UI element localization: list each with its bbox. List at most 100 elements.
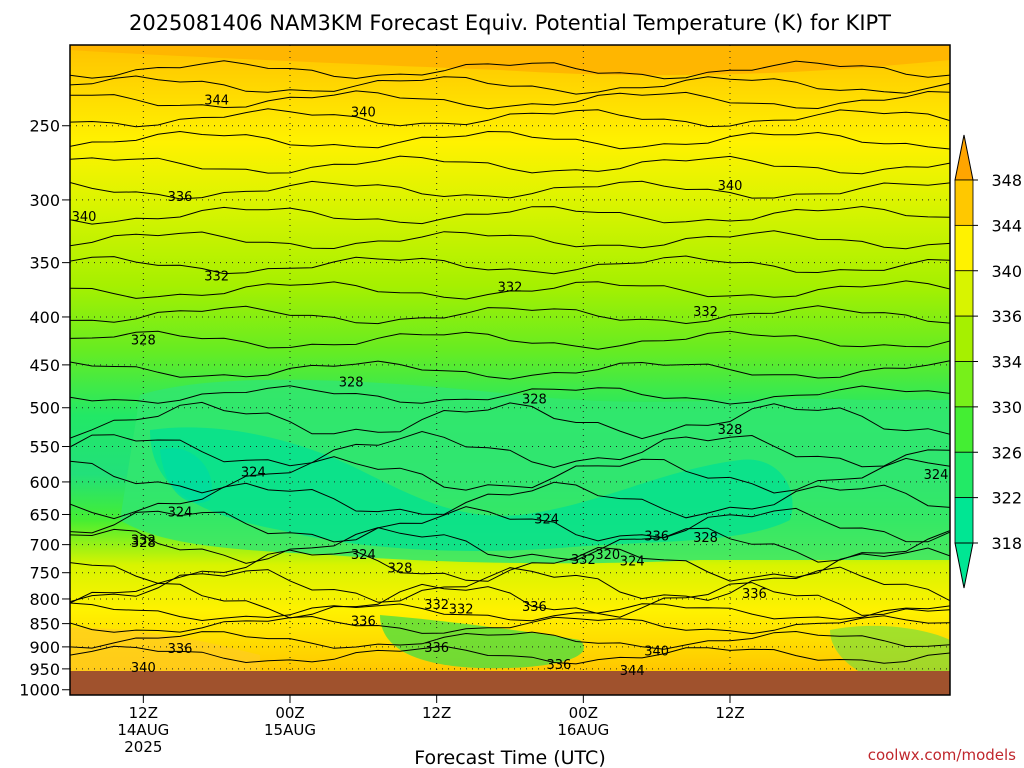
contour-label: 324	[534, 512, 559, 527]
y-tick-label: 800	[29, 590, 60, 609]
contour-line	[70, 430, 950, 469]
contour-line	[70, 527, 950, 564]
contour-line	[70, 280, 950, 300]
contour-label: 328	[522, 393, 547, 408]
contour-line	[70, 180, 950, 200]
contour-line	[70, 360, 950, 380]
contour-label: 332	[204, 269, 229, 284]
contour-line	[70, 305, 950, 325]
x-tick-label: 00Z	[275, 704, 304, 722]
y-tick-label: 850	[29, 615, 60, 634]
field-shade-region	[830, 625, 950, 672]
contour-label: 328	[388, 561, 413, 576]
field-shading	[70, 45, 950, 672]
y-tick-label: 500	[29, 399, 60, 418]
x-tick-label: 15AUG	[264, 721, 316, 739]
contour-label: 332	[693, 305, 718, 320]
colorbar-label: 340	[991, 262, 1022, 281]
field-shade-region	[380, 615, 584, 669]
contour-line	[70, 645, 950, 665]
y-tick-label: 250	[29, 117, 60, 136]
contour-line	[70, 602, 950, 622]
field-background	[70, 45, 950, 695]
y-tick-label: 900	[29, 638, 60, 657]
contour-line	[70, 401, 950, 440]
colorbar-extend-low	[954, 542, 974, 589]
contour-label: 336	[351, 615, 376, 630]
colorbar-label: 348	[991, 171, 1022, 190]
y-tick-label: 400	[29, 308, 60, 327]
plot-frame	[69, 44, 951, 696]
colorbar-label: 336	[991, 307, 1022, 326]
contour-label: 336	[168, 642, 193, 657]
y-tick-label: 350	[29, 254, 60, 273]
field-shade-region	[70, 45, 950, 76]
contour-line	[70, 630, 950, 650]
contour-label: 344	[620, 664, 645, 679]
contour-label: 344	[204, 94, 229, 109]
colorbar-segment	[954, 451, 974, 499]
contour-label: 324	[241, 465, 266, 480]
contour-label: 336	[644, 529, 669, 544]
y-tick-label: 700	[29, 536, 60, 555]
contour-label: 336	[424, 641, 449, 656]
source-credit[interactable]: coolwx.com/models	[868, 746, 1016, 764]
colorbar-segment	[954, 315, 974, 362]
colorbar: 348 344 340 336 334 330 326 322 318	[954, 134, 1022, 589]
contour-label: 324	[620, 555, 645, 570]
contour-label: 340	[351, 106, 376, 121]
contour-label: 332	[131, 534, 156, 549]
y-tick-label: 750	[29, 564, 60, 583]
contour-line	[70, 108, 950, 128]
y-tick-label: 1000	[19, 681, 60, 700]
x-tick-label: 16AUG	[557, 721, 609, 739]
colorbar-segment	[954, 497, 974, 544]
colorbar-segment	[954, 406, 974, 453]
contour-label: 320	[595, 548, 620, 563]
colorbar-label: 326	[991, 443, 1022, 462]
x-tick-label: 00Z	[569, 704, 598, 722]
contour-label: 324	[351, 548, 376, 563]
contour-line	[70, 385, 950, 405]
colorbar-label: 318	[991, 534, 1022, 553]
contour-label: 336	[522, 600, 547, 615]
field-shade-region	[150, 427, 793, 551]
contour-label: 332	[571, 553, 596, 568]
contour-label: 328	[718, 423, 743, 438]
contour-line	[70, 481, 950, 520]
contour-label: 336	[168, 190, 193, 205]
contour-line	[70, 130, 950, 150]
y-tick-label: 600	[29, 473, 60, 492]
x-tick-label: 12Z	[422, 704, 451, 722]
contour-labels: 3443403403403363323323323283283283283243…	[72, 94, 949, 679]
y-tick-label: 950	[29, 660, 60, 679]
contour-label: 340	[72, 210, 97, 225]
x-tick-label: 2025	[124, 738, 162, 756]
x-axis-label: Forecast Time (UTC)	[414, 747, 605, 768]
contour-label: 328	[339, 376, 364, 391]
y-tick-label: 300	[29, 191, 60, 210]
y-tick-label: 650	[29, 505, 60, 524]
contour-label: 332	[498, 280, 523, 295]
contour-line	[70, 60, 950, 80]
contour-label: 328	[131, 334, 156, 349]
colorbar-segment	[954, 179, 974, 226]
colorbar-label: 322	[991, 489, 1022, 508]
contour-line	[70, 566, 950, 603]
contour-label: 328	[131, 536, 156, 551]
contour-label: 336	[742, 587, 767, 602]
colorbar-extend-high	[954, 134, 974, 181]
contour-line	[70, 255, 950, 275]
contour-line	[70, 75, 950, 95]
contour-lines	[70, 60, 950, 665]
contour-label: 340	[644, 644, 669, 659]
contour-line	[70, 506, 950, 543]
contour-label: 340	[718, 179, 743, 194]
colorbar-label: 334	[991, 353, 1022, 372]
colorbar-segment	[954, 361, 974, 408]
colorbar-label: 344	[991, 216, 1022, 235]
y-tick-label: 550	[29, 438, 60, 457]
contour-line	[70, 330, 950, 350]
